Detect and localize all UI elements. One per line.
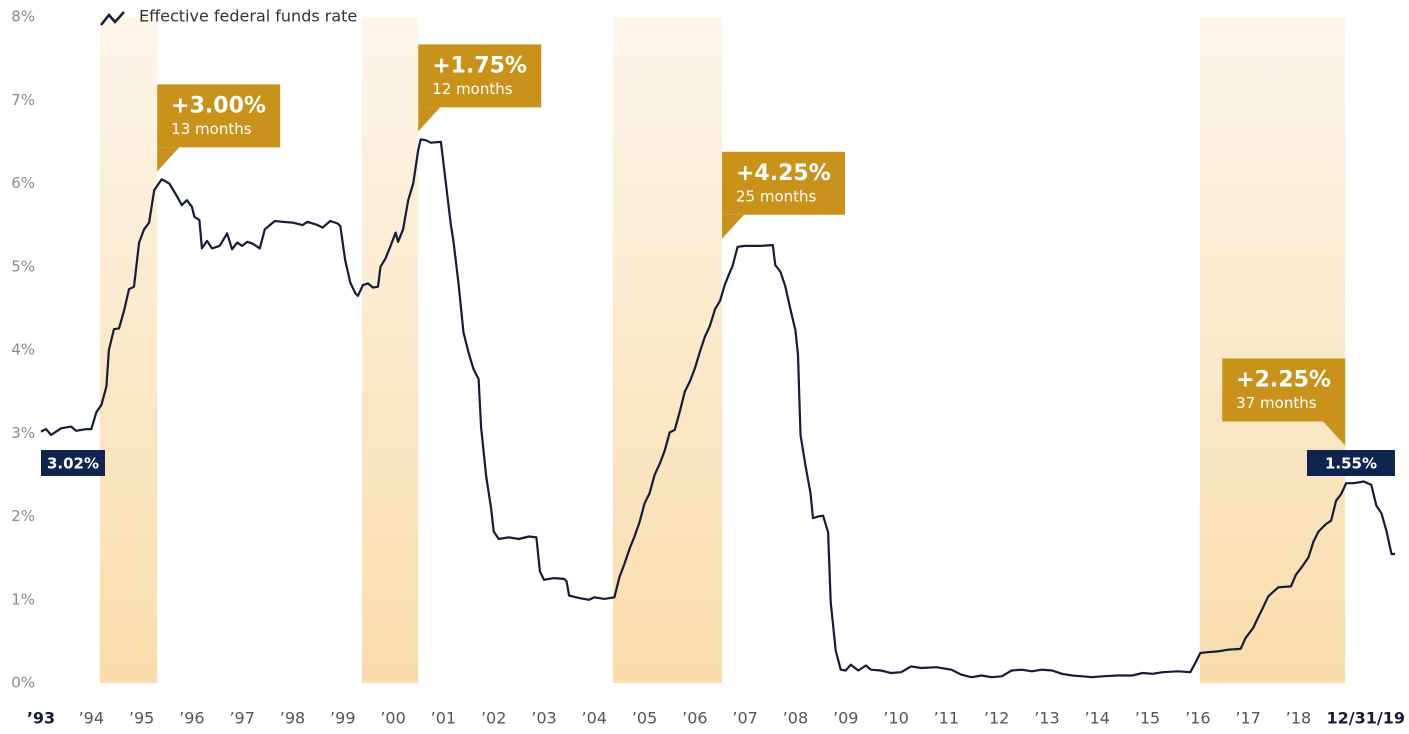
x-tick-label: ’94 xyxy=(79,709,104,728)
legend-label: Effective federal funds rate xyxy=(139,7,357,26)
callout-label: +3.00% xyxy=(171,93,266,118)
callout-label: +2.25% xyxy=(1236,368,1331,393)
y-tick-label: 0% xyxy=(11,674,35,692)
legend-icon xyxy=(100,11,125,26)
x-tick-label: ’06 xyxy=(682,709,707,728)
x-tick-label: ’01 xyxy=(431,709,456,728)
period-band xyxy=(1199,17,1346,683)
x-tick-label: ’09 xyxy=(833,709,858,728)
callout-sublabel: 12 months xyxy=(432,80,513,98)
series-line xyxy=(40,138,1395,679)
y-tick-label: 8% xyxy=(11,8,35,26)
x-tick-label: ’11 xyxy=(934,709,959,728)
x-tick-label: ’03 xyxy=(531,709,556,728)
x-tick-label: ’13 xyxy=(1034,709,1059,728)
y-tick-label: 3% xyxy=(11,424,35,442)
x-tick-label: ’98 xyxy=(280,709,305,728)
value-label: 3.02% xyxy=(47,455,99,473)
callout-tail xyxy=(722,214,745,239)
x-tick-label: ’97 xyxy=(229,709,254,728)
callout-box xyxy=(157,84,281,148)
value-label-tail xyxy=(1380,450,1395,462)
value-label-tail xyxy=(41,450,53,462)
callout-box xyxy=(1222,358,1346,422)
callout-tail xyxy=(157,147,180,172)
x-tick-label: ’17 xyxy=(1235,709,1260,728)
x-tick-label: ’18 xyxy=(1286,709,1311,728)
y-tick-label: 7% xyxy=(11,91,35,109)
x-tick-label: ’14 xyxy=(1084,709,1109,728)
y-tick-label: 4% xyxy=(11,341,35,359)
period-band xyxy=(361,17,419,683)
x-tick-label: ’93 xyxy=(27,709,55,728)
period-band xyxy=(612,17,723,683)
value-label-box xyxy=(1306,450,1395,476)
x-tick-label: ’04 xyxy=(582,709,607,728)
callout-label: +4.25% xyxy=(736,161,831,186)
y-tick-label: 2% xyxy=(11,507,35,525)
x-tick-label: ’07 xyxy=(732,709,757,728)
callout-label: +1.75% xyxy=(432,53,527,78)
y-tick-label: 5% xyxy=(11,257,35,275)
callout-sublabel: 25 months xyxy=(736,187,817,205)
callout-box xyxy=(418,44,542,108)
value-label: 1.55% xyxy=(1325,455,1377,473)
x-tick-label: ’95 xyxy=(129,709,154,728)
x-tick-label: ’10 xyxy=(883,709,908,728)
y-tick-label: 6% xyxy=(11,174,35,192)
callout-box xyxy=(722,151,846,215)
callout-tail xyxy=(1323,421,1346,446)
x-tick-label: ’00 xyxy=(380,709,405,728)
x-tick-label: ’02 xyxy=(481,709,506,728)
x-tick-label: ’16 xyxy=(1185,709,1210,728)
x-tick-label: ’15 xyxy=(1135,709,1160,728)
x-tick-label: ’99 xyxy=(330,709,355,728)
callout-sublabel: 13 months xyxy=(171,120,252,138)
callout-sublabel: 37 months xyxy=(1236,394,1317,412)
x-tick-label: ’96 xyxy=(179,709,204,728)
x-tick-label: ’05 xyxy=(632,709,657,728)
x-tick-label: 12/31/19 xyxy=(1327,709,1405,728)
callout-tail xyxy=(418,107,441,132)
x-tick-label: ’08 xyxy=(783,709,808,728)
y-tick-label: 1% xyxy=(11,590,35,608)
value-label-box xyxy=(41,450,105,476)
x-tick-label: ’12 xyxy=(984,709,1009,728)
